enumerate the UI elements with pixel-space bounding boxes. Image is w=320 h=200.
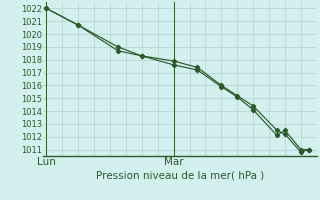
X-axis label: Pression niveau de la mer( hPa ): Pression niveau de la mer( hPa ) bbox=[96, 170, 264, 180]
